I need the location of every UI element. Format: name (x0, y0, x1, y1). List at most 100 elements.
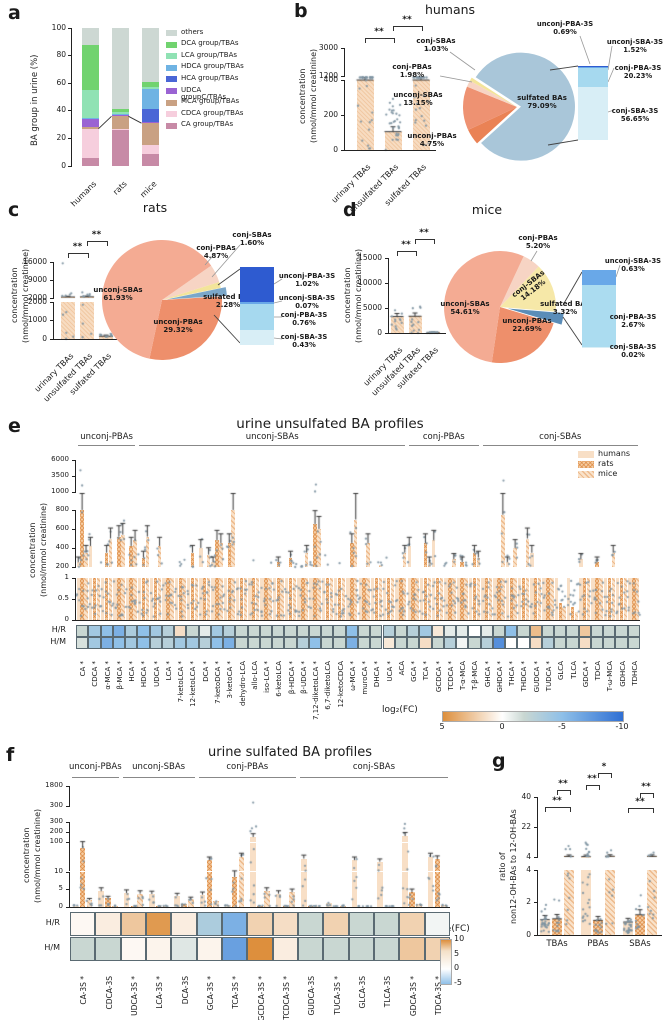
heatmap-cell (590, 625, 604, 637)
x-column-label: allo-LCA (250, 661, 259, 690)
heatmap-cell (308, 637, 322, 649)
leader-line (615, 264, 621, 278)
stack-segment (141, 123, 159, 146)
x-column-label: CDCA-3S (104, 976, 114, 1010)
y-tick-label: 400 (55, 542, 69, 551)
sig-label: ** (91, 230, 102, 240)
x-column-label: THDCA * (520, 661, 529, 692)
x-column-label: HDCA * (140, 661, 149, 688)
heatmap-cell (210, 625, 224, 637)
stack-segment (111, 130, 129, 166)
heatmap-cell (615, 637, 628, 649)
heatmap-cell (297, 937, 324, 961)
colorbar-tick: 0 (499, 722, 505, 731)
pie-label: unconj-PBAs 22.69% (502, 317, 552, 334)
heatmap-cell (407, 625, 420, 637)
y-tick-label: 9000 (27, 274, 47, 284)
y-tick-label: 40 (56, 105, 66, 115)
y-tick-label: 4 (526, 851, 531, 861)
stack-3s-label: conj-PBA-3S 2.67% (609, 313, 657, 330)
sig-label: ** (72, 242, 83, 252)
heatmap-cell (137, 625, 150, 637)
x-column-label: TCDCA-3S * (282, 976, 292, 1020)
x-axis-line (538, 935, 662, 936)
stack-3s-segment (240, 330, 274, 345)
vector-layer (444, 250, 621, 363)
leader-line (215, 292, 223, 299)
colorbar (440, 939, 452, 985)
x-column-label: GHDCA * (495, 661, 504, 693)
stack-3s-segment (578, 66, 608, 69)
heatmap-cell (382, 637, 395, 649)
y-tick (49, 297, 54, 299)
pie-slice (475, 52, 575, 161)
heatmap-cell (505, 637, 518, 649)
sig-label: ** (402, 15, 412, 25)
stack-segment (111, 113, 129, 115)
x-column-label: 7-ketoLCA * (177, 661, 186, 703)
x-column-label: HCA * (128, 661, 137, 682)
heatmap-cell (443, 637, 457, 649)
heatmap-cell (120, 912, 146, 936)
x-column-label: 6-ketoLCA (275, 661, 284, 697)
x-column-label: T-α-MCA (459, 661, 468, 691)
y-tick (49, 338, 54, 340)
heatmap-cell (308, 625, 322, 637)
y-tick-label: 2000 (27, 296, 47, 306)
x-column-label: 12-ketoCDCA (336, 661, 345, 708)
heat-row-label: H/M (50, 636, 66, 646)
stack-segment (111, 114, 129, 117)
stack-3s-segment (240, 304, 274, 331)
heatmap-cell (443, 625, 457, 637)
x-axis-line (76, 620, 640, 621)
heatmap-cell (424, 912, 450, 936)
heatmap-cell (100, 625, 113, 637)
stack-segment (141, 145, 159, 154)
legend-swatch (578, 471, 594, 478)
heatmap-cell (100, 637, 113, 649)
vector-layer (98, 115, 142, 130)
y-tick-label: 60 (56, 77, 66, 87)
heatmap-cell (431, 637, 444, 649)
y-tick (67, 110, 72, 112)
x-column-label: α-MCA * (103, 661, 112, 690)
y-tick (71, 547, 76, 549)
legend-swatch (578, 461, 594, 468)
pie-label: unconj-PBAs 29.32% (153, 318, 203, 335)
y-tick (384, 332, 389, 334)
heatmap-cell (566, 625, 579, 637)
heatmap-cell (321, 637, 334, 649)
y-axis-line (70, 28, 72, 166)
pie-slice (466, 80, 517, 107)
pie-slice (444, 251, 524, 363)
x-column-label: GDCA-3S * (408, 976, 418, 1017)
x-column-label: TUCA-3S * (332, 976, 342, 1015)
sig-bracket (557, 790, 571, 795)
x-column-label: GCA-3S * (206, 976, 216, 1011)
y-tick-label: 400 (323, 74, 338, 84)
legend-label: CA group/TBAs (181, 120, 234, 129)
sig-bracket (365, 38, 395, 43)
panel-a: a BA group in urine (%) 0 20 40 60 80 100 huma… (0, 0, 250, 208)
x-column-label: TCDCA * (446, 661, 455, 691)
stack-3s-label: unconj-SBA-3S 0.07% (278, 294, 336, 311)
leader-line (449, 51, 476, 71)
heatmap-cell (394, 637, 407, 649)
pie-label: unconj-SBAs 61.93% (93, 286, 143, 303)
stack-segment (81, 127, 99, 129)
y-tick-label: 4 (526, 864, 531, 874)
heatmap-cell (171, 937, 197, 961)
stack-3s-segment (240, 301, 274, 305)
x-axis-line (70, 907, 450, 908)
stack-segment (111, 109, 129, 113)
heatmap-cell (296, 637, 309, 649)
sig-label: ** (635, 797, 645, 807)
heatmap-cell (492, 625, 506, 637)
colorbar-tick: 10 (454, 934, 465, 943)
y-tick (65, 805, 70, 807)
heat-row-label: H/R (45, 918, 60, 927)
stack-3s-segment (578, 66, 608, 67)
pie-label: unconj-SBAs 13.15% (393, 91, 443, 108)
y-tick (340, 79, 345, 81)
